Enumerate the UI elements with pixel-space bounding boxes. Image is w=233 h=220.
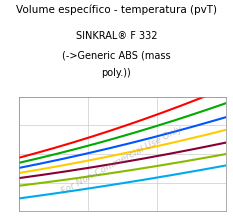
Text: SINKRAL® F 332: SINKRAL® F 332	[76, 31, 157, 41]
Text: (->Generic ABS (mass: (->Generic ABS (mass	[62, 51, 171, 60]
Text: Volume específico - temperatura (pvT): Volume específico - temperatura (pvT)	[16, 4, 217, 15]
Text: poly.)): poly.))	[102, 68, 131, 78]
Text: For Non-Commercial Use Only: For Non-Commercial Use Only	[60, 124, 185, 196]
